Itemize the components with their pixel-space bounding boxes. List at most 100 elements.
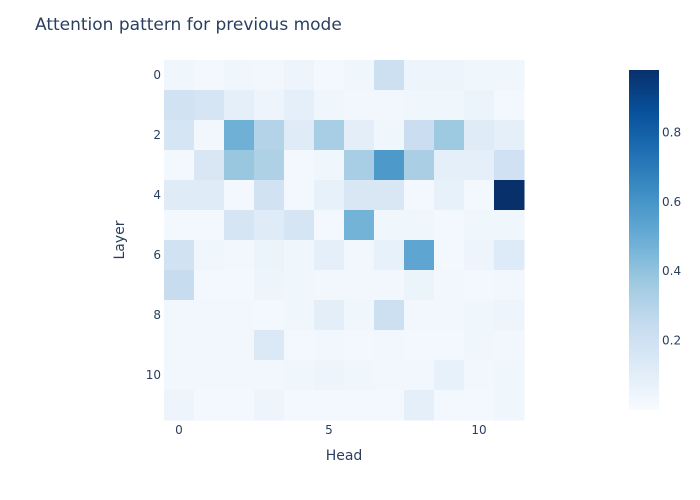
heatmap-cells — [164, 60, 525, 421]
heatmap-cell — [284, 120, 315, 151]
heatmap-cell — [494, 330, 525, 361]
heatmap-cell — [344, 210, 375, 241]
heatmap-cell — [494, 300, 525, 331]
heatmap-cell — [404, 210, 435, 241]
y-axis-title: Layer — [112, 220, 128, 259]
heatmap-cell — [254, 270, 285, 301]
heatmap-cell — [164, 180, 195, 211]
y-tick-label: 4 — [153, 188, 161, 202]
heatmap-cell — [494, 90, 525, 121]
heatmap-cell — [224, 60, 255, 91]
heatmap-cell — [344, 390, 375, 421]
heatmap-cell — [374, 60, 405, 91]
heatmap-cell — [314, 90, 345, 121]
heatmap-cell — [434, 180, 465, 211]
heatmap-cell — [314, 330, 345, 361]
heatmap-cell — [314, 300, 345, 331]
heatmap-cell — [284, 300, 315, 331]
heatmap-cell — [434, 300, 465, 331]
heatmap-cell — [224, 300, 255, 331]
colorbar-tick-label: 0.8 — [662, 125, 681, 139]
heatmap-cell — [194, 60, 225, 91]
heatmap-cell — [314, 240, 345, 271]
heatmap-cell — [194, 210, 225, 241]
heatmap-cell — [224, 240, 255, 271]
heatmap-cell — [224, 90, 255, 121]
heatmap-cell — [374, 180, 405, 211]
heatmap-cell — [314, 120, 345, 151]
y-tick-label: 0 — [153, 68, 161, 82]
heatmap-cell — [314, 360, 345, 391]
heatmap-cell — [224, 330, 255, 361]
heatmap-cell — [164, 330, 195, 361]
heatmap-cell — [194, 330, 225, 361]
heatmap-cell — [284, 180, 315, 211]
heatmap-cell — [464, 120, 495, 151]
x-tick-label: 10 — [471, 423, 486, 437]
heatmap-cell — [344, 60, 375, 91]
heatmap-cell — [434, 330, 465, 361]
heatmap-cell — [254, 330, 285, 361]
heatmap-cell — [464, 210, 495, 241]
y-tick-label: 2 — [153, 128, 161, 142]
colorbar-ticks: 0.2 0.4 0.6 0.8 — [662, 125, 681, 347]
heatmap-cell — [164, 150, 195, 181]
heatmap-cell — [254, 60, 285, 91]
heatmap-cell — [374, 210, 405, 241]
heatmap-cell — [194, 240, 225, 271]
heatmap-cell — [464, 240, 495, 271]
heatmap-cell — [374, 240, 405, 271]
heatmap-cell — [464, 300, 495, 331]
heatmap-cell — [254, 210, 285, 241]
heatmap-cell — [314, 390, 345, 421]
heatmap-cell — [164, 390, 195, 421]
heatmap-cell — [404, 390, 435, 421]
x-tick-label: 5 — [325, 423, 333, 437]
heatmap-cell — [254, 150, 285, 181]
heatmap-cell — [494, 120, 525, 151]
heatmap-cell — [464, 270, 495, 301]
heatmap-cell — [164, 270, 195, 301]
heatmap-cell — [494, 180, 525, 211]
heatmap-cell — [494, 150, 525, 181]
heatmap-cell — [284, 150, 315, 181]
heatmap-cell — [164, 60, 195, 91]
heatmap-cell — [224, 120, 255, 151]
heatmap-cell — [434, 390, 465, 421]
heatmap-cell — [434, 240, 465, 271]
heatmap-cell — [224, 390, 255, 421]
heatmap-cell — [434, 360, 465, 391]
heatmap-cell — [374, 270, 405, 301]
heatmap-cell — [374, 300, 405, 331]
colorbar-tick-label: 0.6 — [662, 195, 681, 209]
heatmap-cell — [284, 390, 315, 421]
heatmap-cell — [404, 300, 435, 331]
heatmap-cell — [284, 210, 315, 241]
heatmap-cell — [314, 180, 345, 211]
heatmap-cell — [314, 270, 345, 301]
heatmap-cell — [494, 390, 525, 421]
heatmap-cell — [464, 360, 495, 391]
heatmap-cell — [254, 390, 285, 421]
heatmap-cell — [464, 60, 495, 91]
chart-title: Attention pattern for previous mode — [35, 15, 342, 35]
heatmap-cell — [344, 90, 375, 121]
heatmap-cell — [344, 120, 375, 151]
heatmap-cell — [164, 90, 195, 121]
heatmap-cell — [194, 390, 225, 421]
heatmap-cell — [224, 270, 255, 301]
x-axis-ticks: 0 5 10 — [175, 423, 486, 437]
heatmap-cell — [374, 120, 405, 151]
heatmap-cell — [404, 360, 435, 391]
heatmap-cell — [404, 330, 435, 361]
y-tick-label: 6 — [153, 248, 161, 262]
heatmap-cell — [164, 120, 195, 151]
heatmap-cell — [344, 240, 375, 271]
y-tick-label: 8 — [153, 308, 161, 322]
heatmap-cell — [284, 270, 315, 301]
heatmap-cell — [344, 360, 375, 391]
heatmap-cell — [164, 300, 195, 331]
heatmap-cell — [344, 300, 375, 331]
heatmap-cell — [374, 390, 405, 421]
heatmap-cell — [254, 180, 285, 211]
